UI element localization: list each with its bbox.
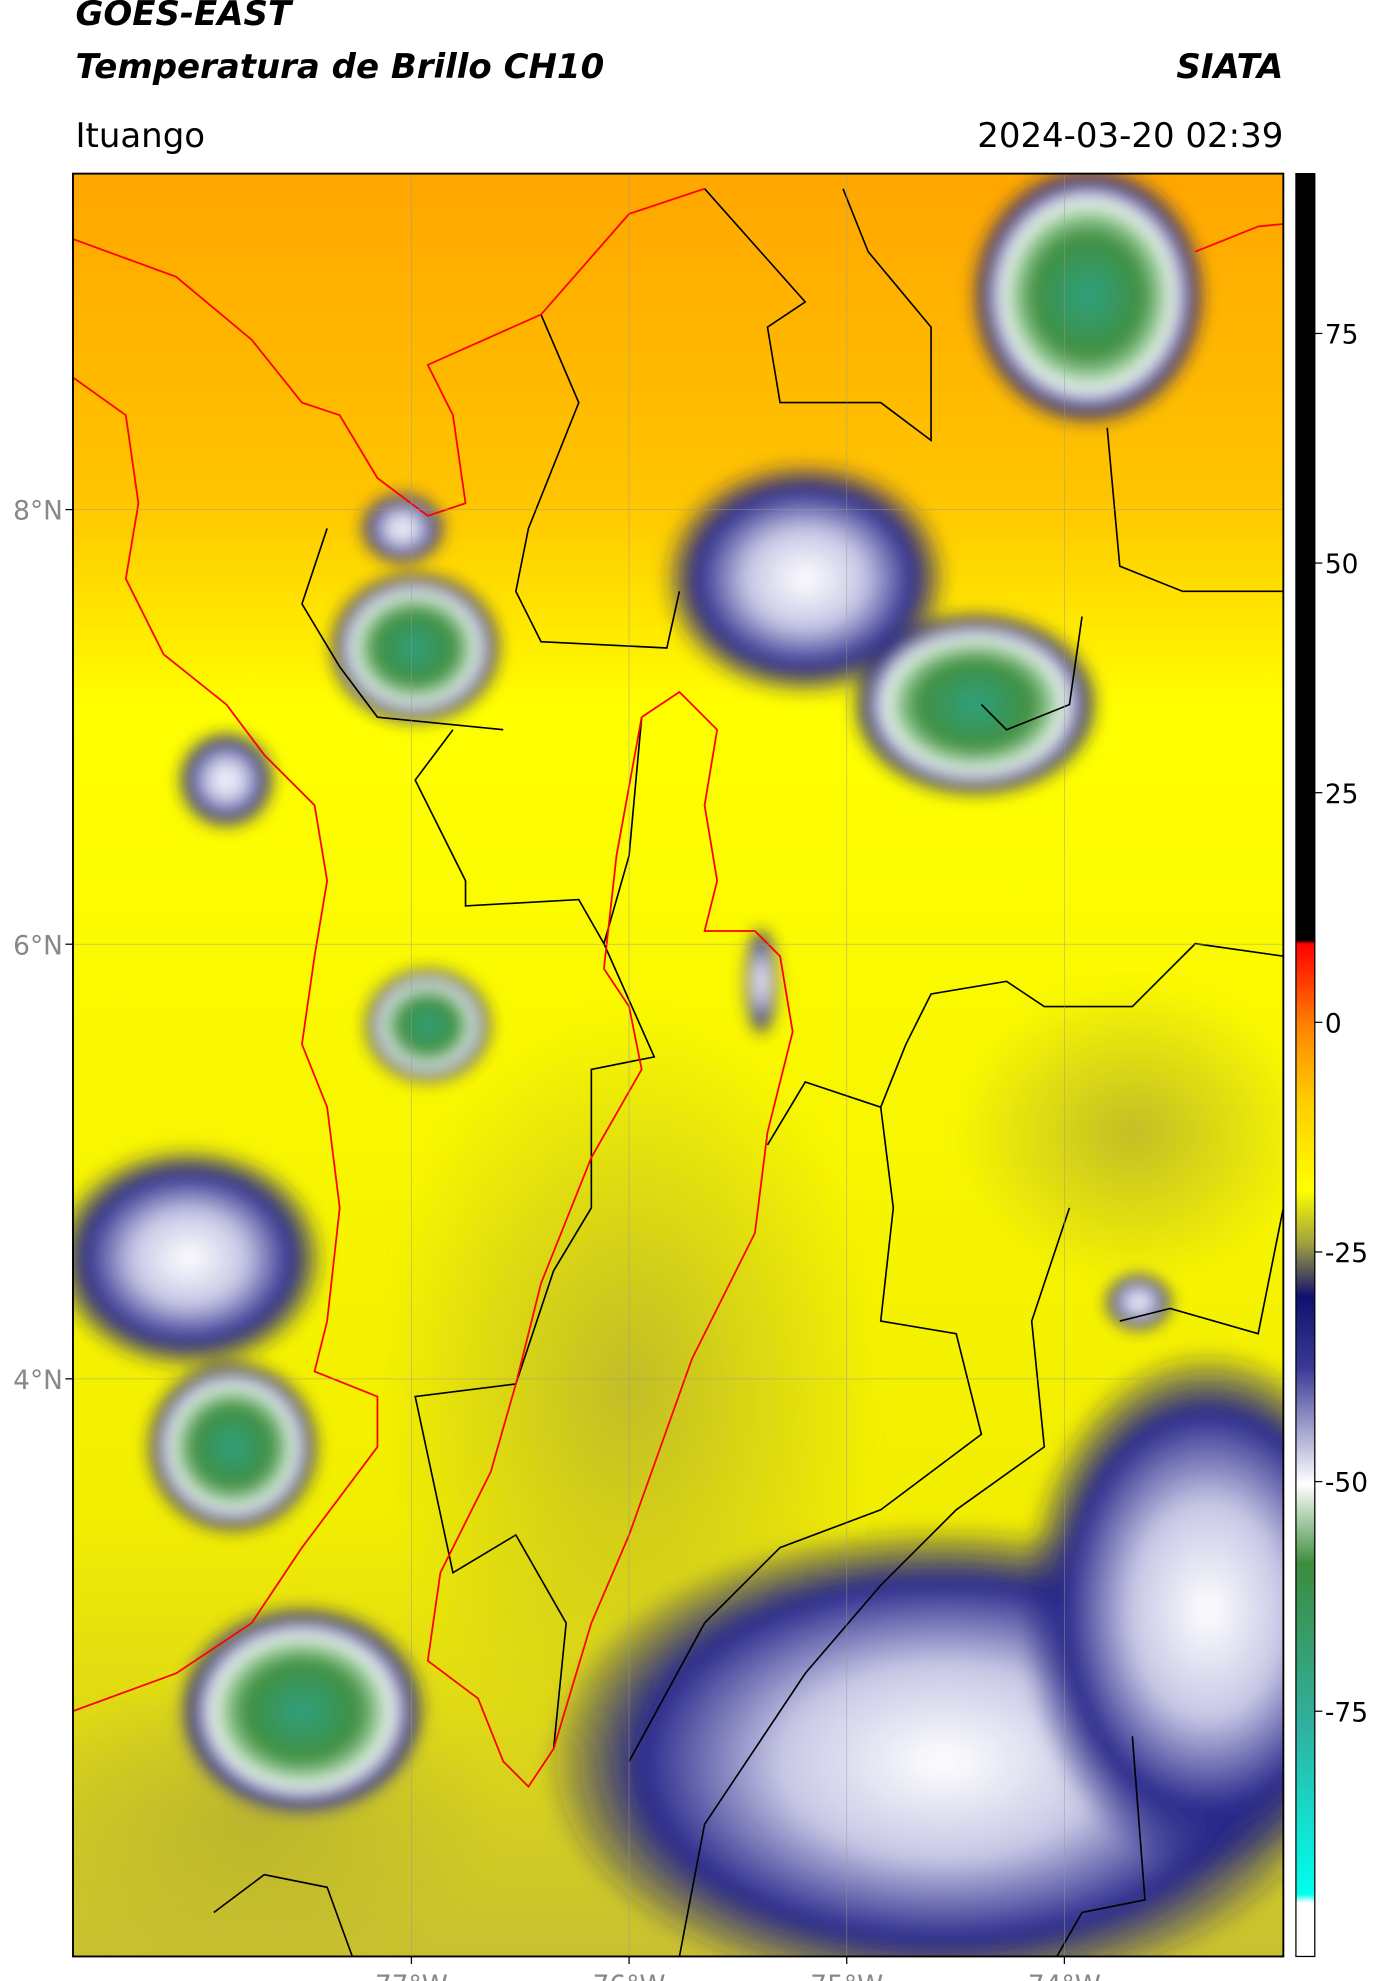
grid xyxy=(72,173,1284,1957)
colorbar-tick-label: 25 xyxy=(1325,779,1359,810)
source: SIATA xyxy=(1176,47,1283,87)
subtitle: Temperatura de Brillo CH10 xyxy=(75,47,604,87)
colorbar-tick-label: 75 xyxy=(1325,320,1359,351)
title: GOES-EAST xyxy=(75,0,293,34)
y-tick-label: 4°N xyxy=(13,1365,63,1396)
location: Ituango xyxy=(75,116,205,156)
x-tick-label: 75°W xyxy=(810,1970,883,1981)
map-frame xyxy=(72,172,1285,1958)
x-tick-label: 77°W xyxy=(375,1970,448,1981)
x-tick-label: 74°W xyxy=(1028,1970,1101,1981)
datetime: 2024-03-20 02:39 xyxy=(977,116,1283,156)
colorbar xyxy=(1295,172,1316,1958)
colorbar-tick-label: -75 xyxy=(1325,1697,1368,1728)
map-image xyxy=(72,173,1284,1957)
x-tick-label: 76°W xyxy=(593,1970,666,1981)
colorbar-tick-label: -25 xyxy=(1325,1238,1368,1269)
colorbar-tick-label: 50 xyxy=(1325,549,1359,580)
y-tick-label: 6°N xyxy=(13,930,63,961)
colorbar-tick-label: 0 xyxy=(1325,1008,1342,1039)
y-tick-label: 8°N xyxy=(13,496,63,527)
colorbar-tick-label: -50 xyxy=(1325,1468,1368,1499)
